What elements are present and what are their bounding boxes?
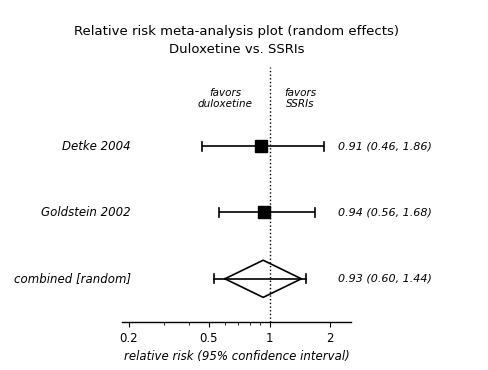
- Text: Detke 2004: Detke 2004: [62, 139, 131, 153]
- X-axis label: relative risk (95% confidence interval): relative risk (95% confidence interval): [124, 350, 349, 363]
- Text: combined [random]: combined [random]: [14, 272, 131, 285]
- Text: Goldstein 2002: Goldstein 2002: [41, 206, 131, 219]
- Text: favors
duloxetine: favors duloxetine: [197, 88, 252, 109]
- Text: 0.94 (0.56, 1.68): 0.94 (0.56, 1.68): [339, 208, 432, 218]
- Text: 0.91 (0.46, 1.86): 0.91 (0.46, 1.86): [339, 141, 432, 151]
- Title: Relative risk meta-analysis plot (random effects)
Duloxetine vs. SSRIs: Relative risk meta-analysis plot (random…: [74, 25, 399, 56]
- Text: 0.93 (0.60, 1.44): 0.93 (0.60, 1.44): [339, 274, 432, 284]
- Text: favors
SSRIs: favors SSRIs: [284, 88, 316, 109]
